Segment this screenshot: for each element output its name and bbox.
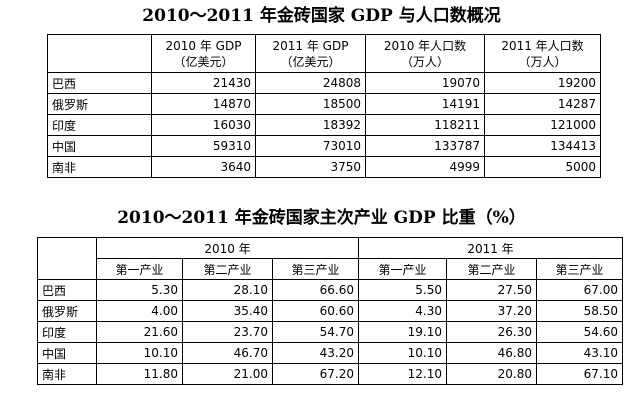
table2-sector-row: 第一产业 第二产业 第三产业 第一产业 第二产业 第三产业 <box>38 258 623 280</box>
sector-header: 第二产业 <box>446 258 537 280</box>
table-cell: 4.00 <box>96 300 183 322</box>
table-cell: 133787 <box>365 135 485 157</box>
sector-header: 第三产业 <box>536 258 623 280</box>
table-cell: 43.10 <box>536 342 623 364</box>
table-cell: 67.10 <box>536 363 623 385</box>
table-cell: 35.40 <box>182 300 273 322</box>
table-row: 巴西 21430 24808 19070 19200 <box>47 72 601 94</box>
table-cell: 3750 <box>255 156 366 178</box>
table-cell: 37.20 <box>446 300 537 322</box>
table-row: 印度 21.60 23.70 54.70 19.10 26.30 54.60 <box>37 321 623 343</box>
table-cell: 67.00 <box>536 279 623 301</box>
table-cell: 43.20 <box>272 342 359 364</box>
table-cell: 5.50 <box>358 279 447 301</box>
table-cell: 21.00 <box>182 363 273 385</box>
table1-header-pop-2010: 2010 年人口数 （万人） <box>365 34 485 73</box>
table-row: 南非 3640 3750 4999 5000 <box>47 156 601 178</box>
table1-header-gdp-2011: 2011 年 GDP （亿美元） <box>255 34 366 73</box>
table-row: 俄罗斯 4.00 35.40 60.60 4.30 37.20 58.50 <box>37 300 623 322</box>
country-name: 印度 <box>47 114 152 136</box>
table-cell: 19.10 <box>358 321 447 343</box>
table-cell: 46.80 <box>446 342 537 364</box>
table-cell: 21430 <box>151 72 256 94</box>
table-cell: 60.60 <box>272 300 359 322</box>
table-cell: 54.60 <box>536 321 623 343</box>
sector-header: 第三产业 <box>272 258 359 280</box>
table2-title: 2010～2011 年金砖国家主次产业 GDP 比重（%） <box>117 208 526 228</box>
table-cell: 73010 <box>255 135 366 157</box>
table-cell: 23.70 <box>182 321 273 343</box>
table1-title: 2010～2011 年金砖国家 GDP 与人口数概况 <box>142 6 501 26</box>
table-cell: 3640 <box>151 156 256 178</box>
table-row: 印度 16030 18392 118211 121000 <box>47 114 601 136</box>
country-name: 南非 <box>37 363 97 385</box>
table-cell: 26.30 <box>446 321 537 343</box>
table-cell: 46.70 <box>182 342 273 364</box>
year-header-2010: 2010 年 <box>96 237 359 259</box>
table-cell: 18500 <box>255 93 366 115</box>
country-name: 俄罗斯 <box>37 300 97 322</box>
sector-header: 第一产业 <box>96 258 183 280</box>
table-cell: 27.50 <box>446 279 537 301</box>
table-cell: 4999 <box>365 156 485 178</box>
country-name: 巴西 <box>37 279 97 301</box>
table1-header-row: 2010 年 GDP （亿美元） 2011 年 GDP （亿美元） 2010 年… <box>47 34 601 73</box>
table-cell: 20.80 <box>446 363 537 385</box>
year-header-2011: 2011 年 <box>358 237 623 259</box>
sector-header: 第二产业 <box>182 258 273 280</box>
table-cell: 59310 <box>151 135 256 157</box>
table-cell: 67.20 <box>272 363 359 385</box>
table-cell: 66.60 <box>272 279 359 301</box>
table-row: 南非 11.80 21.00 67.20 12.10 20.80 67.10 <box>37 363 623 385</box>
table-cell: 54.70 <box>272 321 359 343</box>
table-cell: 14287 <box>484 93 601 115</box>
table1-header-pop-2011: 2011 年人口数 （万人） <box>484 34 601 73</box>
table-cell: 12.10 <box>358 363 447 385</box>
table-row: 中国 59310 73010 133787 134413 <box>47 135 601 157</box>
table-cell: 16030 <box>151 114 256 136</box>
table-cell: 14191 <box>365 93 485 115</box>
table-cell: 21.60 <box>96 321 183 343</box>
table2-header-corner <box>37 237 97 280</box>
table-cell: 134413 <box>484 135 601 157</box>
table-row: 俄罗斯 14870 18500 14191 14287 <box>47 93 601 115</box>
country-name: 南非 <box>47 156 152 178</box>
table-cell: 19070 <box>365 72 485 94</box>
sector-header: 第一产业 <box>358 258 447 280</box>
country-name: 俄罗斯 <box>47 93 152 115</box>
country-name: 中国 <box>37 342 97 364</box>
table-cell: 18392 <box>255 114 366 136</box>
industry-share-table: 2010 年 2011 年 第一产业 第二产业 第三产业 第一产业 第二产业 第… <box>37 237 623 385</box>
table-cell: 28.10 <box>182 279 273 301</box>
table-cell: 4.30 <box>358 300 447 322</box>
table-cell: 10.10 <box>96 342 183 364</box>
table-cell: 58.50 <box>536 300 623 322</box>
table1-header-gdp-2010: 2010 年 GDP （亿美元） <box>151 34 256 73</box>
table-cell: 5000 <box>484 156 601 178</box>
table-cell: 118211 <box>365 114 485 136</box>
table-cell: 11.80 <box>96 363 183 385</box>
table-cell: 10.10 <box>358 342 447 364</box>
table2-year-row: 2010 年 2011 年 <box>37 237 623 280</box>
table1-header-corner <box>47 34 152 73</box>
country-name: 巴西 <box>47 72 152 94</box>
gdp-population-table: 2010 年 GDP （亿美元） 2011 年 GDP （亿美元） 2010 年… <box>47 34 601 178</box>
table-row: 中国 10.10 46.70 43.20 10.10 46.80 43.10 <box>37 342 623 364</box>
country-name: 印度 <box>37 321 97 343</box>
table-cell: 121000 <box>484 114 601 136</box>
table-cell: 19200 <box>484 72 601 94</box>
table-row: 巴西 5.30 28.10 66.60 5.50 27.50 67.00 <box>37 279 623 301</box>
table-cell: 5.30 <box>96 279 183 301</box>
table-cell: 14870 <box>151 93 256 115</box>
table-cell: 24808 <box>255 72 366 94</box>
country-name: 中国 <box>47 135 152 157</box>
